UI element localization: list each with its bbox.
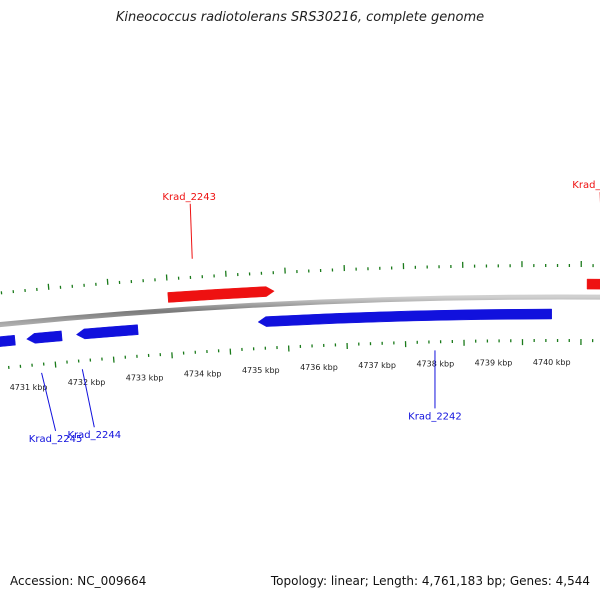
gene-label-leader — [189, 203, 193, 259]
gene-label: Krad_2245 — [29, 434, 83, 445]
gene-arrow-krad-2243 — [167, 286, 275, 303]
gene-features — [0, 278, 600, 347]
gene-label-leader — [81, 369, 95, 428]
gene-label: Krad_2241 — [572, 180, 600, 191]
genome-backbone — [0, 294, 600, 328]
outer-tick — [47, 283, 50, 290]
outer-ticks — [0, 261, 594, 295]
accession-text: Accession: NC_009664 — [10, 574, 147, 588]
tick-label: 4733 kbp — [126, 373, 164, 382]
tick-labels: 4731 kbp 4732 kbp 4733 kbp 4734 kbp 4735 kbp… — [10, 358, 571, 392]
gene-arrow-krad-2245 — [0, 334, 16, 347]
tick-label: 4739 kbp — [475, 358, 513, 367]
gene-arrow-krad-2241 — [586, 278, 600, 290]
gene-arrow-krad-2244 — [75, 324, 139, 340]
tick-label: 4736 kbp — [300, 363, 338, 372]
genome-title: Kineococcus radiotolerans SRS30216, comp… — [115, 10, 485, 25]
tick-label: 4734 kbp — [184, 369, 222, 378]
inner-ticks — [7, 339, 594, 369]
gene-label: Krad_2242 — [408, 411, 462, 422]
gene-label: Krad_2244 — [67, 430, 121, 441]
gene-arrow-krad-2242 — [257, 308, 552, 327]
inner-tick — [54, 361, 57, 368]
tick-label: 4740 kbp — [533, 358, 571, 367]
gene-arrow-krad-2245 — [26, 330, 63, 344]
gene-label-leader — [41, 372, 57, 431]
tick-label: 4731 kbp — [10, 383, 48, 392]
gene-label: Krad_2243 — [162, 192, 216, 203]
topology-text: Topology: linear; Length: 4,761,183 bp; … — [270, 574, 590, 588]
tick-label: 4732 kbp — [68, 378, 106, 387]
tick-label: 4737 kbp — [358, 361, 396, 370]
tick-label: 4735 kbp — [242, 366, 280, 375]
